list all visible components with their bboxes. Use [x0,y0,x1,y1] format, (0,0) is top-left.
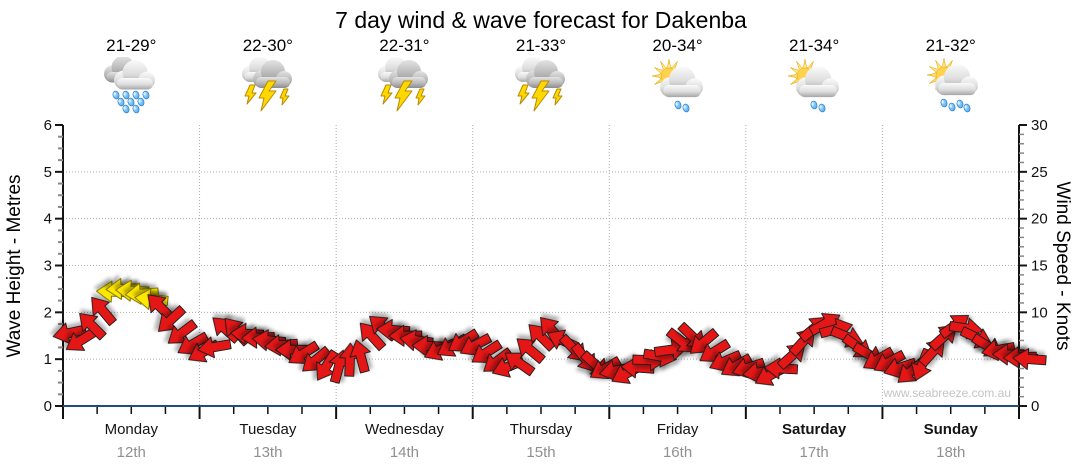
day-date-label: 17th [799,444,829,461]
temperature-range-label: 20-34° [652,36,703,55]
right-axis-tick-label: 0 [1031,398,1039,415]
right-axis-tick-label: 15 [1031,258,1048,275]
wind-arrow [359,322,387,352]
day-name-label: Wednesday [364,421,444,438]
temperature-range-label: 21-32° [925,36,976,55]
left-axis-tick-label: 4 [44,211,52,228]
wind-arrow [504,352,536,377]
wind-arrow [411,334,446,357]
wind-arrow [157,305,187,332]
weather-icon-storm [514,57,565,112]
left-axis-tick-label: 2 [44,304,52,321]
wind-arrow [274,338,309,361]
day-date-label: 16th [662,444,693,461]
left-axis-tick-label: 6 [44,117,52,134]
wind-arrow [1012,348,1047,371]
wind-arrow [91,296,117,327]
right-axis-tick-label: 20 [1031,211,1048,228]
temperature-range-label: 21-34° [789,36,840,55]
weather-icon-storm [378,57,429,112]
day-date-label: 14th [389,444,420,461]
right-axis-tick-label: 25 [1031,164,1048,181]
day-name-label: Thursday [509,421,573,438]
left-axis-tick-label: 0 [44,398,52,415]
left-axis-tick-label: 1 [44,351,52,368]
day-name-label: Monday [104,421,158,438]
wind-arrow [288,340,320,365]
day-name-label: Tuesday [239,421,297,438]
wind-arrow [516,338,546,365]
temperature-range-label: 21-33° [515,36,567,55]
day-date-label: 18th [936,444,966,461]
weather-icon-storm [241,57,292,112]
page-title: 7 day wind & wave forecast for Dakenba [335,7,747,33]
day-name-label: Friday [656,421,699,438]
day-date-label: 13th [253,444,283,461]
temperature-range-label: 21-29° [106,36,157,55]
weather-icon-sun-rain [926,57,978,113]
wind-arrow [763,357,799,380]
temperature-range-label: 22-30° [242,36,293,55]
wind-arrow [197,336,232,359]
watermark: www.seabreeze.com.au [883,386,1011,400]
right-axis-tick-label: 10 [1031,304,1048,321]
weather-icon-rain [104,57,156,114]
wind-arrow [167,319,198,344]
temperature-range-label: 22-31° [379,36,430,55]
day-name-label: Saturday [782,421,847,438]
axes: 0123456051015202530 [44,117,1048,419]
wind-arrow [79,312,107,341]
left-axis-tick-label: 5 [44,164,52,181]
right-axis-tick-label: 30 [1031,117,1048,134]
day-name-label: Sunday [923,421,978,438]
left-axis-tick-label: 3 [44,258,52,275]
weather-icon-sun-shower [788,58,840,113]
day-date-label: 15th [526,444,556,461]
wind-arrow [349,339,371,374]
day-date-label: 12th [116,444,146,461]
wind-arrows [52,277,1047,386]
weather-icon-sun-shower [651,58,703,113]
